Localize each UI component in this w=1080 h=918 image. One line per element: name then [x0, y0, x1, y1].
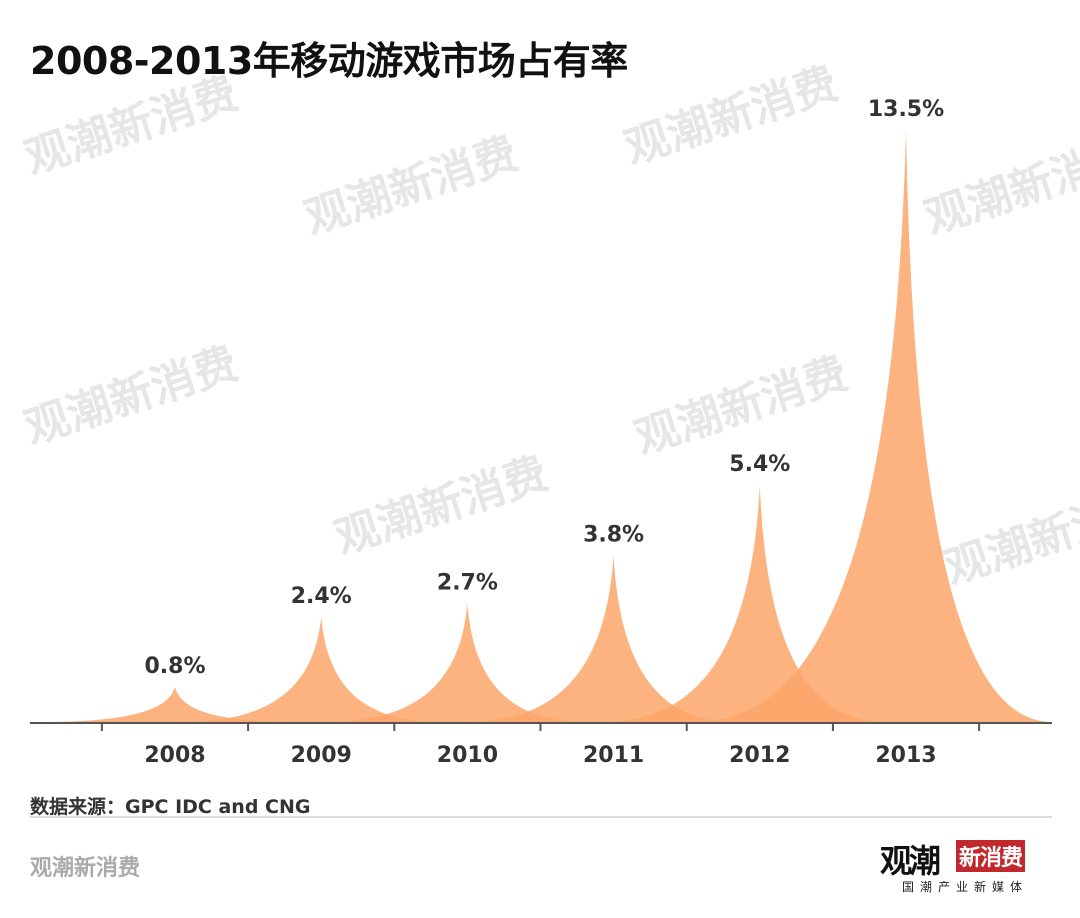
spike-2009 [185, 616, 438, 722]
data-source: 数据来源：GPC IDC and CNG [30, 796, 311, 818]
x-tick-label-2012: 2012 [729, 743, 790, 768]
spike-2012 [604, 485, 885, 722]
chart-title: 2008-2013年移动游戏市场占有率 [30, 39, 628, 83]
divider [30, 816, 1052, 818]
logo-tagline: 国潮产业新媒体 [902, 880, 1029, 894]
brand-logo: 观潮 新消费 国潮产业新媒体 [880, 836, 1050, 896]
x-tick-label-2011: 2011 [583, 743, 644, 768]
data-label-2008: 0.8% [144, 654, 205, 679]
x-tick-label-2009: 2009 [291, 743, 352, 768]
footer-brand: 观潮新消费 [30, 856, 141, 881]
logo-main: 观潮 [880, 842, 941, 880]
x-tick-label-2013: 2013 [875, 743, 936, 768]
data-label-2012: 5.4% [729, 452, 790, 477]
data-label-2010: 2.7% [437, 571, 498, 596]
data-label-2013: 13.5% [868, 97, 944, 122]
data-label-2011: 3.8% [583, 522, 644, 547]
x-tick-label-2010: 2010 [437, 743, 498, 768]
spike-2013 [697, 130, 1052, 722]
spike-2008 [49, 686, 288, 722]
x-tick-label-2008: 2008 [144, 743, 205, 768]
spike-2010 [329, 603, 585, 722]
logo-badge: 新消费 [956, 840, 1026, 872]
data-label-2009: 2.4% [291, 584, 352, 609]
spike-2011 [468, 555, 734, 722]
